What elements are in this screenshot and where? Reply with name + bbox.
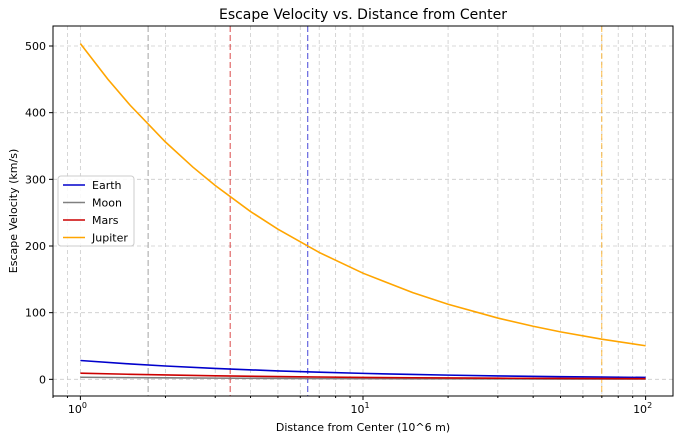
- series-line-jupiter: [79, 43, 646, 347]
- series-line-mars: [80, 372, 646, 380]
- y-tick-label: 100: [25, 307, 46, 320]
- x-axis-label: Distance from Center (10^6 m): [276, 421, 450, 434]
- y-tick-label: 300: [25, 173, 46, 186]
- y-tick-label: 500: [25, 40, 46, 53]
- y-tick-label: 0: [39, 373, 46, 386]
- series-layer: [79, 43, 646, 380]
- y-axis-label: Escape Velocity (km/s): [7, 149, 20, 273]
- y-tick-label: 200: [25, 240, 46, 253]
- legend-label-moon: Moon: [92, 197, 122, 210]
- x-tick-label: 100: [68, 401, 87, 416]
- x-tick-label: 102: [633, 401, 652, 416]
- tick-layer: 0 100 200 300 400 500 100 101 102: [25, 40, 652, 416]
- legend-label-earth: Earth: [92, 179, 122, 192]
- grid-layer: [52, 26, 673, 396]
- legend: Earth Moon Mars Jupiter: [57, 175, 135, 247]
- chart-title: Escape Velocity vs. Distance from Center: [219, 7, 507, 23]
- series-line-earth: [80, 359, 646, 379]
- y-tick-label: 400: [25, 107, 46, 120]
- legend-label-jupiter: Jupiter: [91, 232, 128, 245]
- x-tick-label: 101: [350, 401, 369, 416]
- legend-box: [57, 175, 135, 247]
- legend-label-mars: Mars: [92, 214, 119, 227]
- radius-marker-layer: [147, 26, 603, 396]
